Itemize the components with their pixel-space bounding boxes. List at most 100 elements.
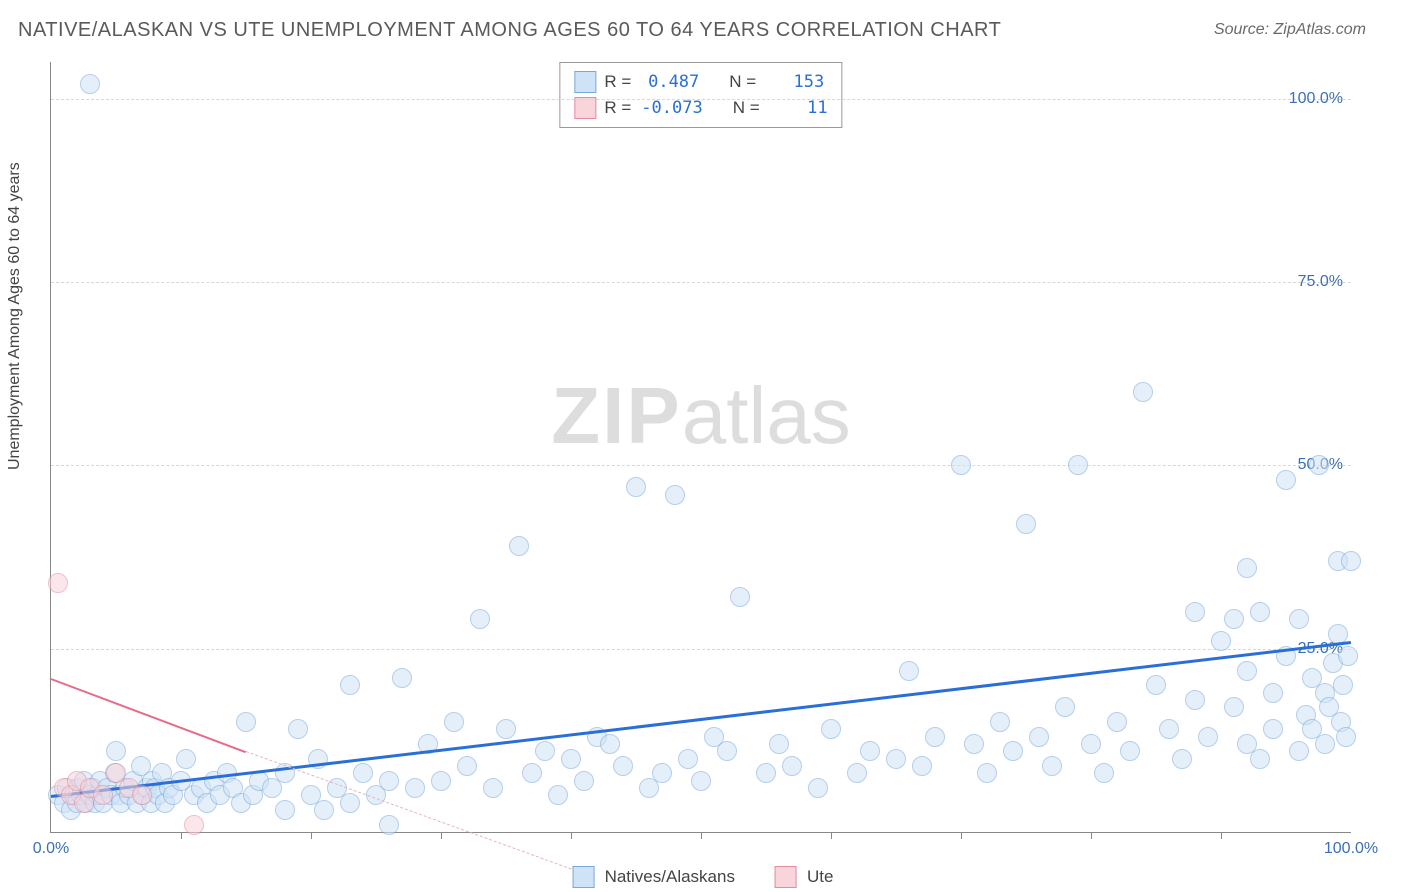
data-point: [496, 719, 516, 739]
data-point: [431, 771, 451, 791]
gridline: [51, 99, 1351, 100]
plot-area: ZIPatlas R =0.487N =153R =-0.073N =11 25…: [50, 62, 1351, 833]
legend-label: Natives/Alaskans: [605, 867, 735, 887]
data-point: [1250, 602, 1270, 622]
data-point: [678, 749, 698, 769]
legend-swatch: [574, 71, 596, 93]
stats-legend-row: R =0.487N =153: [574, 69, 827, 95]
data-point: [1237, 558, 1257, 578]
legend-swatch: [775, 866, 797, 888]
data-point: [1336, 727, 1356, 747]
data-point: [392, 668, 412, 688]
data-point: [93, 785, 113, 805]
x-tick: [571, 832, 572, 839]
gridline: [51, 465, 1351, 466]
chart: Unemployment Among Ages 60 to 64 years Z…: [0, 50, 1406, 892]
data-point: [769, 734, 789, 754]
series-legend: Natives/Alaskans Ute: [573, 866, 834, 888]
data-point: [444, 712, 464, 732]
data-point: [184, 815, 204, 835]
stats-legend: R =0.487N =153R =-0.073N =11: [559, 62, 842, 128]
data-point: [1289, 741, 1309, 761]
data-point: [48, 573, 68, 593]
data-point: [80, 74, 100, 94]
x-tick: [701, 832, 702, 839]
data-point: [691, 771, 711, 791]
chart-title: NATIVE/ALASKAN VS UTE UNEMPLOYMENT AMONG…: [18, 19, 1001, 42]
data-point: [1198, 727, 1218, 747]
data-point: [1289, 609, 1309, 629]
data-point: [1159, 719, 1179, 739]
data-point: [1315, 734, 1335, 754]
x-tick: [831, 832, 832, 839]
data-point: [899, 661, 919, 681]
data-point: [1224, 697, 1244, 717]
x-tick: [1091, 832, 1092, 839]
data-point: [886, 749, 906, 769]
data-point: [548, 785, 568, 805]
data-point: [821, 719, 841, 739]
data-point: [1042, 756, 1062, 776]
data-point: [1309, 455, 1329, 475]
data-point: [132, 785, 152, 805]
data-point: [1107, 712, 1127, 732]
legend-swatch: [574, 97, 596, 119]
data-point: [782, 756, 802, 776]
watermark: ZIPatlas: [551, 370, 850, 462]
data-point: [717, 741, 737, 761]
legend-label: Ute: [807, 867, 833, 887]
data-point: [535, 741, 555, 761]
legend-item: Ute: [775, 866, 833, 888]
gridline: [51, 282, 1351, 283]
trend-line: [51, 678, 247, 753]
data-point: [730, 587, 750, 607]
data-point: [1133, 382, 1153, 402]
data-point: [847, 763, 867, 783]
data-point: [665, 485, 685, 505]
data-point: [1224, 609, 1244, 629]
data-point: [1094, 763, 1114, 783]
data-point: [1172, 749, 1192, 769]
x-tick: [311, 832, 312, 839]
data-point: [1146, 675, 1166, 695]
data-point: [652, 763, 672, 783]
data-point: [379, 815, 399, 835]
data-point: [340, 675, 360, 695]
x-tick: [441, 832, 442, 839]
data-point: [483, 778, 503, 798]
data-point: [990, 712, 1010, 732]
data-point: [1120, 741, 1140, 761]
data-point: [405, 778, 425, 798]
data-point: [106, 741, 126, 761]
data-point: [1029, 727, 1049, 747]
data-point: [275, 800, 295, 820]
header: NATIVE/ALASKAN VS UTE UNEMPLOYMENT AMONG…: [0, 0, 1406, 50]
data-point: [236, 712, 256, 732]
data-point: [912, 756, 932, 776]
data-point: [574, 771, 594, 791]
data-point: [1338, 646, 1358, 666]
data-point: [613, 756, 633, 776]
gridline: [51, 649, 1351, 650]
data-point: [977, 763, 997, 783]
y-axis-label: Unemployment Among Ages 60 to 64 years: [6, 162, 24, 470]
data-point: [176, 749, 196, 769]
data-point: [379, 771, 399, 791]
data-point: [964, 734, 984, 754]
data-point: [561, 749, 581, 769]
data-point: [1081, 734, 1101, 754]
legend-swatch: [573, 866, 595, 888]
data-point: [808, 778, 828, 798]
data-point: [1211, 631, 1231, 651]
legend-item: Natives/Alaskans: [573, 866, 735, 888]
data-point: [1068, 455, 1088, 475]
data-point: [925, 727, 945, 747]
data-point: [1185, 690, 1205, 710]
data-point: [314, 800, 334, 820]
data-point: [353, 763, 373, 783]
data-point: [1003, 741, 1023, 761]
data-point: [288, 719, 308, 739]
x-tick-label: 100.0%: [1324, 840, 1378, 858]
data-point: [509, 536, 529, 556]
x-tick-label: 0.0%: [33, 840, 69, 858]
